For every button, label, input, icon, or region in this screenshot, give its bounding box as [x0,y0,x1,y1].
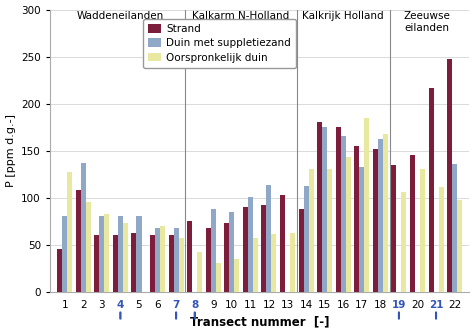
Bar [391,165,397,292]
Bar [179,238,184,292]
Bar [136,216,142,292]
Bar [253,238,258,292]
Bar [383,134,388,292]
Bar [304,186,309,292]
Bar [113,235,118,292]
Bar [271,234,276,292]
Bar [174,228,179,292]
Bar [447,59,452,292]
Bar [378,139,383,292]
Bar [322,127,327,292]
Bar [401,192,407,292]
Bar [132,233,136,292]
Bar [206,228,211,292]
Bar [299,209,304,292]
Bar [243,207,248,292]
Bar [364,118,369,292]
Bar [118,216,123,292]
Text: Kalkarm N-Holland: Kalkarm N-Holland [192,11,290,21]
Bar [327,169,332,292]
Bar [211,209,216,292]
Text: Zeeuwse
eilanden: Zeeuwse eilanden [403,11,450,33]
Text: Kalkrijk Holland: Kalkrijk Holland [303,11,384,21]
Bar [248,197,253,292]
Bar [99,216,104,292]
Bar [410,155,415,292]
Bar [160,226,165,292]
Bar [234,259,239,292]
Bar [95,235,99,292]
X-axis label: Transect nummer  [-]: Transect nummer [-] [190,315,330,328]
Bar [76,190,81,292]
Bar [290,233,295,292]
Bar [452,164,457,292]
Bar [317,122,322,292]
Bar [457,200,462,292]
Bar [341,137,346,292]
Bar [266,185,271,292]
Bar [123,223,128,292]
Bar [420,169,425,292]
Bar [359,167,364,292]
Legend: Strand, Duin met suppletiezand, Oorspronkelijk duin: Strand, Duin met suppletiezand, Oorspron… [143,19,296,68]
Bar [229,212,234,292]
Y-axis label: P [ppm d.g.-]: P [ppm d.g.-] [6,114,16,187]
Bar [309,169,314,292]
Bar [104,213,109,292]
Bar [261,205,266,292]
Bar [224,223,229,292]
Bar [354,146,359,292]
Bar [197,252,202,292]
Bar [187,221,192,292]
Text: Waddeneilanden: Waddeneilanden [77,11,164,21]
Bar [373,149,378,292]
Bar [155,228,160,292]
Bar [280,195,285,292]
Bar [81,163,86,292]
Bar [438,187,444,292]
Bar [346,157,351,292]
Bar [428,88,434,292]
Bar [67,172,72,292]
Bar [57,249,62,292]
Bar [150,235,155,292]
Bar [62,216,67,292]
Bar [336,127,341,292]
Bar [86,202,91,292]
Bar [169,235,174,292]
Bar [216,263,221,292]
